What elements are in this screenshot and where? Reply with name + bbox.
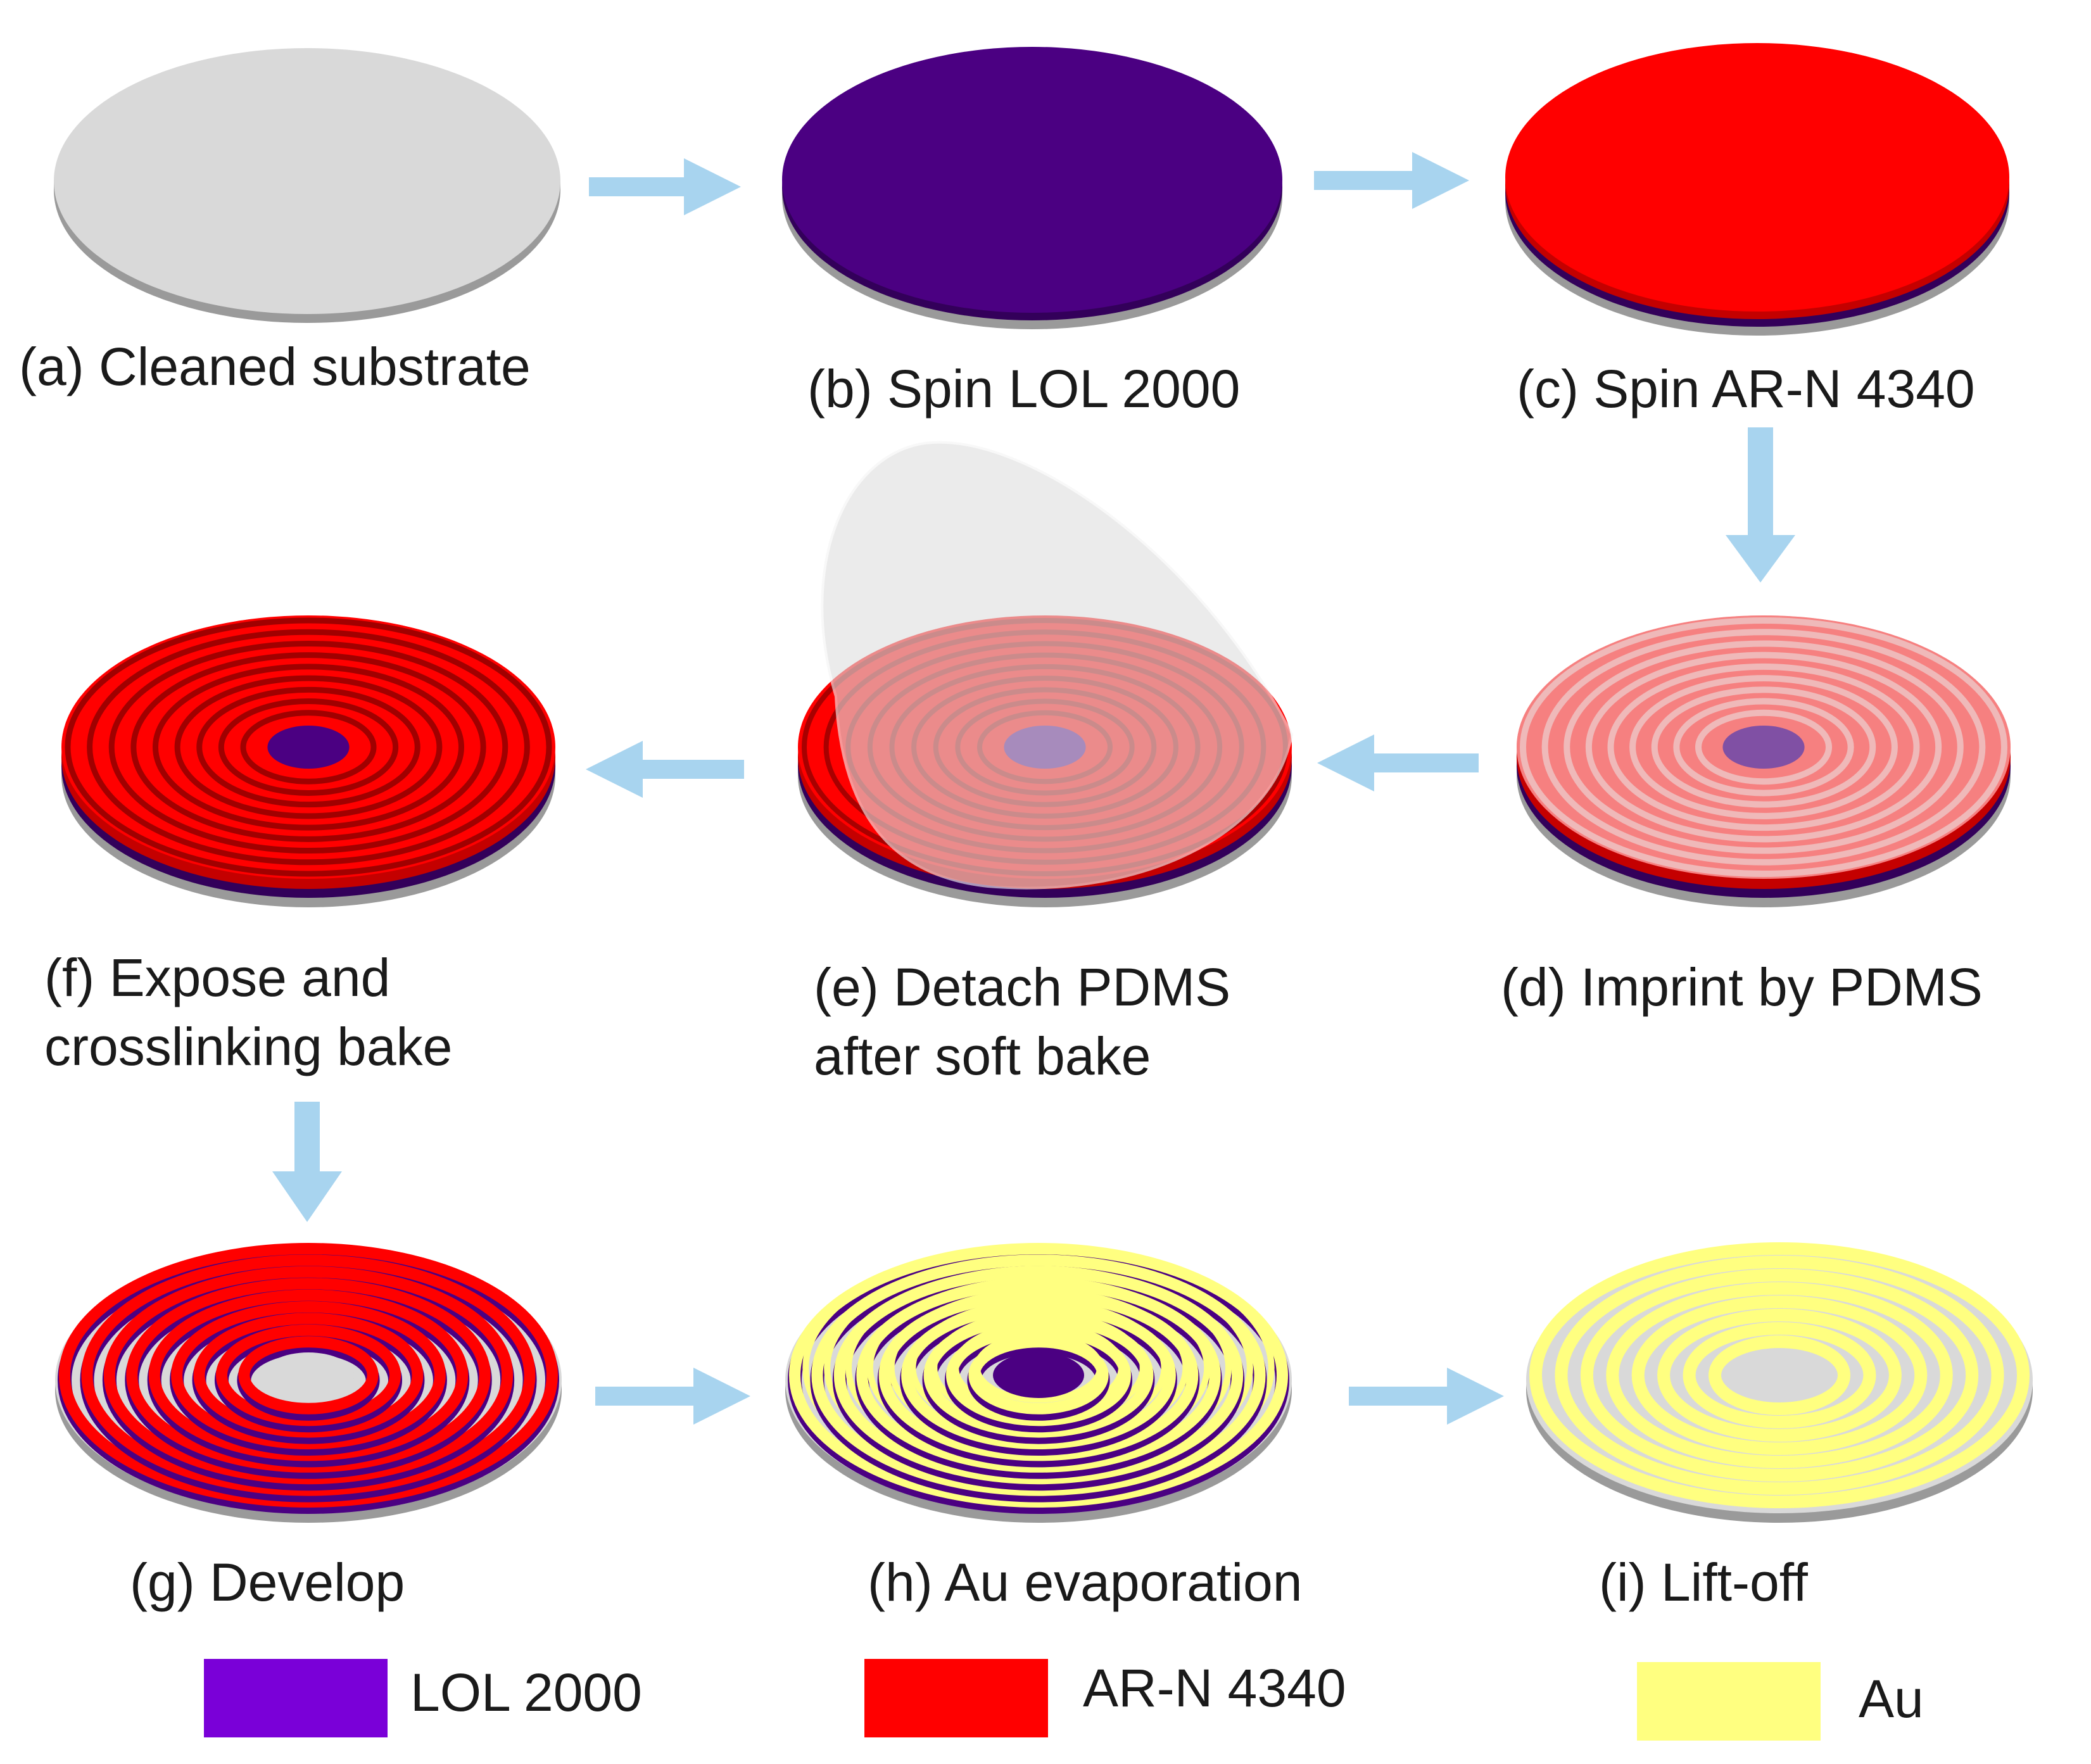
ring: [240, 710, 377, 784]
center-hole: [263, 1352, 354, 1398]
au-ring: [1657, 1309, 1902, 1442]
label-h: (h) Au evaporation: [868, 1553, 1303, 1612]
center-hole: [1722, 726, 1805, 769]
arrow-a-to-b: [589, 158, 741, 215]
label-g: (g) Develop: [130, 1553, 405, 1612]
au-ring: [1529, 1242, 2030, 1508]
ring: [1629, 675, 1898, 819]
ring: [152, 664, 465, 831]
ring: [196, 686, 420, 808]
ring: [1673, 698, 1854, 797]
au-ring: [1708, 1335, 1851, 1415]
label-a: (a) Cleaned substrate: [19, 332, 531, 401]
pdms-film: [821, 441, 1294, 890]
center-hole: [267, 726, 350, 769]
arrow-c-to-d: [1726, 427, 1795, 583]
ring: [174, 675, 443, 819]
ring: [87, 629, 530, 866]
au-ring: [973, 1332, 1104, 1403]
ring: [1585, 652, 1942, 843]
arrow-f-to-g: [272, 1102, 342, 1222]
wafer-h-au-evaporation: [785, 1243, 1292, 1523]
legend-swatch-au: [1637, 1662, 1821, 1741]
au-ring: [1580, 1269, 1979, 1482]
au-ring: [1683, 1322, 1876, 1428]
au-ring: [1631, 1295, 1928, 1455]
label-b: (b) Spin LOL 2000: [807, 359, 1241, 419]
label-c: (c) Spin AR-N 4340: [1517, 359, 1975, 419]
wafer-a-cleaned-substrate: [54, 48, 560, 323]
arrow-h-to-i: [1349, 1368, 1504, 1425]
label-e-line1: (e) Detach PDMS: [814, 957, 1231, 1017]
ring: [1541, 629, 1986, 866]
label-i: (i) Lift-off: [1599, 1553, 1808, 1612]
ring: [218, 698, 399, 796]
arrows: [272, 152, 1795, 1425]
legend-label-lol: LOL 2000: [410, 1663, 642, 1722]
au-ring: [968, 1336, 1109, 1414]
arn-ring: [238, 1336, 379, 1414]
ring: [1651, 686, 1876, 808]
ring: [1564, 640, 1964, 854]
legend-swatch-arn: [864, 1659, 1048, 1737]
legend-swatch-lol: [204, 1659, 388, 1737]
label-f-line2: crosslinking bake: [44, 1017, 453, 1077]
center-hole: [993, 1352, 1084, 1398]
wafer-g-develop: [55, 1243, 562, 1523]
arrow-e-to-f: [586, 741, 744, 798]
arrow-g-to-h: [595, 1368, 750, 1425]
label-e: (e) Detach PDMS after soft bake: [814, 953, 1230, 1091]
au-ring: [1606, 1282, 1953, 1468]
wafer-e-detach-pdms: [798, 441, 1294, 907]
wafer-f-expose: [61, 615, 555, 907]
wafer-c-spin-arn: [1505, 43, 2009, 336]
label-d: (d) Imprint by PDMS: [1501, 957, 1983, 1017]
ring: [108, 640, 509, 854]
wafer-i-lift-off: [1526, 1242, 2033, 1523]
label-e-line2: after soft bake: [814, 1026, 1151, 1087]
ring: [65, 617, 552, 877]
au-ring: [1555, 1256, 2004, 1495]
ring: [1607, 663, 1920, 831]
ring: [1520, 617, 2007, 877]
legend-label-arn: AR-N 4340: [1083, 1658, 1346, 1718]
wafer-b-spin-lol: [782, 47, 1282, 329]
ring: [1695, 709, 1833, 785]
arrow-b-to-c: [1314, 152, 1469, 209]
label-f-line1: (f) Expose and: [44, 948, 391, 1007]
legend-label-au: Au: [1859, 1669, 1924, 1729]
ring: [130, 652, 486, 842]
arrow-d-to-e: [1317, 734, 1479, 791]
wafer-d-imprint: [1517, 615, 2011, 907]
label-a-title: Cleaned substrate: [99, 337, 531, 396]
label-f: (f) Expose and crosslinking bake: [44, 943, 452, 1081]
label-a-tag: (a): [19, 337, 84, 396]
